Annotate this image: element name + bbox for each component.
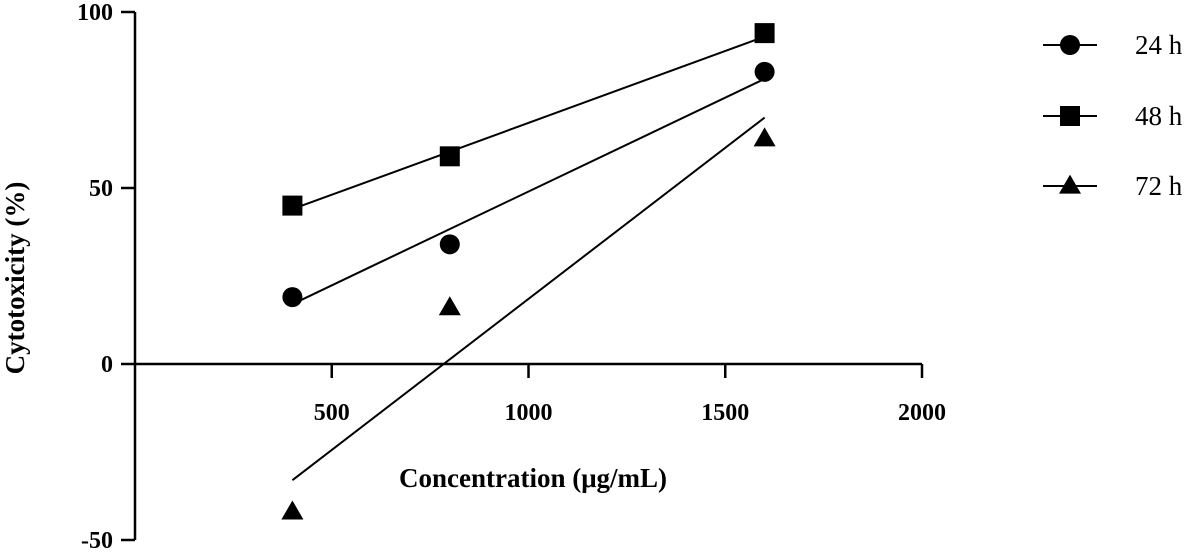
y-tick-label: 50 — [89, 176, 113, 202]
fit-line-triangle — [291, 116, 766, 481]
data-point-triangle — [281, 500, 304, 520]
legend-item-triangle: 72 h — [1043, 171, 1183, 201]
legend-item-square: 48 h — [1043, 101, 1183, 131]
x-tick-label: 2000 — [898, 400, 946, 426]
data-point-triangle — [753, 127, 776, 147]
legend-marker-square — [1060, 106, 1080, 126]
legend: 24 h 48 h 72 h — [1043, 30, 1183, 201]
x-axis-label: Concentration (μg/mL) — [399, 463, 667, 493]
fit-lines — [291, 35, 766, 481]
data-point-circle — [439, 234, 460, 255]
legend-marker-triangle — [1059, 174, 1081, 194]
legend-item-circle: 24 h — [1043, 30, 1183, 60]
legend-label: 24 h — [1135, 30, 1183, 60]
fit-line-circle — [291, 77, 766, 306]
y-axis-label: Cytotoxicity (%) — [0, 182, 30, 375]
y-tick-label: -50 — [81, 528, 113, 554]
legend-label: 48 h — [1135, 101, 1183, 131]
data-point-circle — [282, 287, 303, 308]
y-tick-label: 0 — [101, 352, 113, 378]
legend-label: 72 h — [1135, 171, 1183, 201]
data-point-square — [282, 195, 303, 216]
x-tick-label: 500 — [314, 400, 350, 426]
data-point-square — [754, 23, 775, 44]
data-point-circle — [754, 61, 775, 82]
legend-marker-circle — [1060, 35, 1080, 55]
axes: -50 0 50 100 500 1000 1500 2000 — [77, 0, 946, 554]
data-point-triangle — [438, 296, 461, 316]
data-point-square — [439, 146, 460, 167]
y-tick-label: 100 — [77, 0, 113, 26]
x-tick-label: 1500 — [701, 400, 749, 426]
x-tick-label: 1000 — [505, 400, 553, 426]
fit-line-square — [292, 35, 765, 211]
data-points — [281, 23, 776, 520]
